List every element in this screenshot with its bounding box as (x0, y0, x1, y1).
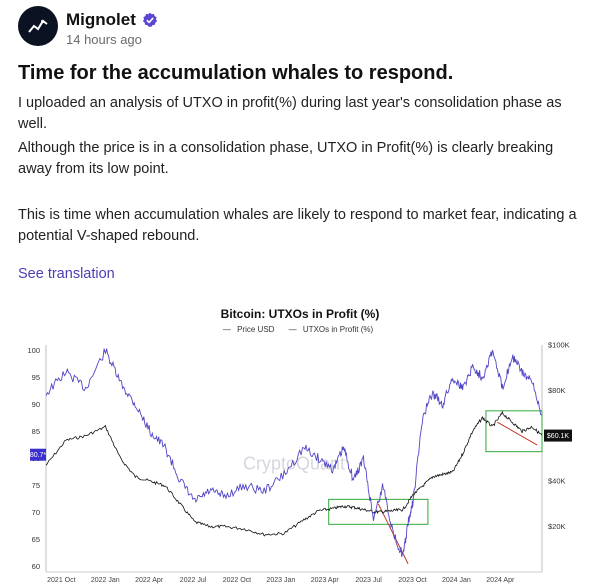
post-header: Mignolet 14 hours ago (18, 6, 578, 47)
price-usd-line (45, 410, 543, 537)
current-price-badge (544, 429, 572, 442)
utxo-profit-line (45, 348, 543, 558)
legend-utxo: — UTXOs in Profit (%) (288, 325, 374, 334)
x-axis-tick: 2024 Apr (486, 577, 515, 584)
left-axis-tick: 100 (27, 346, 40, 355)
chart-image[interactable]: 1009590858075706560$100K$80K$60K$40K$20K… (0, 300, 600, 587)
post-paragraph: I uploaded an analysis of UTXO in profit… (18, 95, 562, 132)
author-name-row: Mignolet (66, 10, 158, 30)
x-axis-tick: 2024 Jan (442, 577, 471, 584)
chart-watermark: CryptoQuant (243, 453, 345, 473)
x-axis-tick: 2022 Jul (180, 577, 207, 584)
x-axis-tick: 2022 Apr (135, 577, 164, 584)
current-utxo-label: 80.7* (30, 452, 47, 459)
utxo-profit-chart: 1009590858075706560$100K$80K$60K$40K$20K… (27, 341, 572, 584)
right-axis-tick: $100K (548, 341, 570, 350)
chart-title: Bitcoin: UTXOs in Profit (%) (220, 307, 380, 321)
post-time: 14 hours ago (66, 32, 142, 47)
see-translation-link[interactable]: See translation (18, 266, 115, 282)
chart-logo-icon (28, 19, 48, 33)
author-name[interactable]: Mignolet (66, 10, 136, 29)
left-axis-tick: 65 (32, 535, 40, 544)
consolidation-box-2024 (485, 410, 543, 453)
consolidation-box-2023 (328, 498, 429, 525)
current-utxo-badge (30, 448, 46, 461)
trend-line-2024 (497, 421, 538, 446)
left-axis-tick: 90 (32, 400, 40, 409)
x-axis-tick: 2023 Jul (355, 577, 382, 584)
right-axis-tick: $20K (548, 522, 566, 531)
x-axis-tick: 2023 Apr (311, 577, 340, 584)
right-axis-tick: $80K (548, 386, 566, 395)
post-paragraph: Although the price is in a consolidation… (18, 140, 554, 177)
legend-price: — Price USD (222, 325, 275, 334)
left-axis-tick: 70 (32, 508, 40, 517)
verified-badge-icon (142, 12, 157, 27)
right-axis-tick: $40K (548, 477, 566, 486)
x-axis-tick: 2023 Oct (398, 577, 426, 584)
current-price-label: $60.1K (547, 433, 570, 440)
left-axis-tick: 75 (32, 481, 40, 490)
x-axis-tick: 2022 Jan (91, 577, 120, 584)
x-axis-tick: 2022 Oct (223, 577, 251, 584)
post-paragraph: This is time when accumulation whales ar… (18, 207, 577, 244)
x-axis-tick: 2021 Oct (47, 577, 75, 584)
left-axis-tick: 85 (32, 427, 40, 436)
x-axis-tick: 2023 Jan (266, 577, 295, 584)
left-axis-tick: 95 (32, 373, 40, 382)
left-axis-tick: 60 (32, 562, 40, 571)
author-avatar[interactable] (18, 6, 58, 46)
post-title: Time for the accumulation whales to resp… (18, 62, 454, 84)
chart-legend: — Price USD — UTXOs in Profit (%) (0, 325, 600, 334)
